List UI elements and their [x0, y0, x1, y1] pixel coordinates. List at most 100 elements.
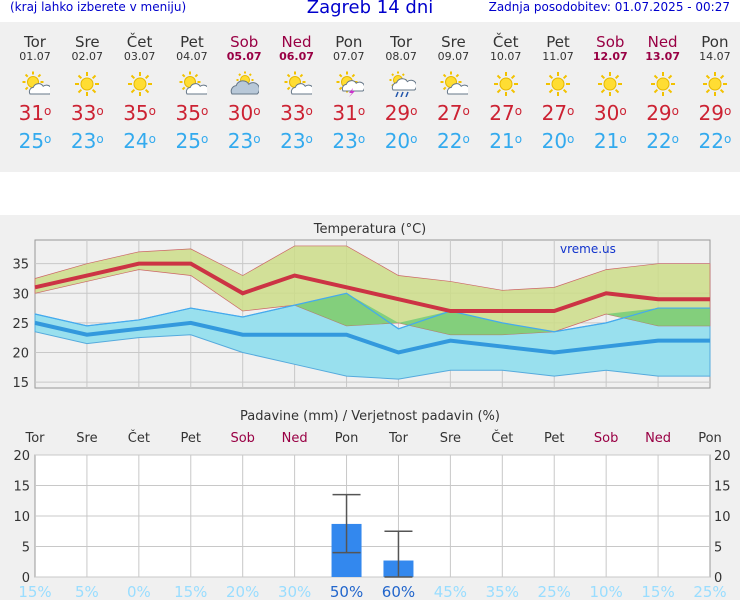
day-column: Sob 05.07 30o 23o	[218, 22, 270, 153]
min-temp: 23o	[323, 129, 375, 153]
min-temp-value: 23	[227, 129, 254, 153]
day-date: 07.07	[333, 50, 365, 63]
day-column: Pet 11.07 27o 20o	[532, 22, 584, 153]
precipitation-probability: 5%	[75, 583, 99, 600]
max-temp-value: 27	[436, 101, 463, 125]
max-temp: 35o	[166, 101, 218, 125]
min-temp-value: 23	[70, 129, 97, 153]
day-date: 01.07	[19, 50, 51, 63]
page-title: Zagreb 14 dni	[306, 0, 434, 18]
day-name: Tor	[24, 33, 46, 51]
day-date: 04.07	[176, 50, 208, 63]
min-temp-value: 22	[646, 129, 672, 153]
precipitation-probability: 15%	[174, 583, 207, 600]
max-temp-value: 27	[489, 101, 515, 125]
min-temp: 22o	[689, 129, 740, 153]
day-name: Čet	[492, 33, 519, 51]
temperature-chart-title: Temperatura (°C)	[313, 222, 426, 237]
daily-forecast-strip: Tor 01.07 31o 25o Sre 02.07 33o 23o Čet 03.07 35o 2…	[0, 22, 740, 172]
day-date: 12.07	[592, 50, 628, 63]
max-temp-value: 30	[227, 101, 254, 125]
degree-sign: o	[410, 132, 418, 146]
degree-sign: o	[723, 104, 732, 118]
degree-sign: o	[96, 104, 104, 118]
precipitation-probability: 25%	[538, 583, 571, 600]
precipitation-probability: 15%	[641, 583, 674, 600]
min-temp-value: 25	[175, 129, 201, 153]
degree-sign: o	[619, 132, 627, 146]
precipitation-probability: 45%	[434, 583, 467, 600]
min-temp-value: 22	[436, 129, 463, 153]
sun-cloud-icon	[440, 71, 469, 95]
temperature-y-tick: 30	[12, 287, 29, 302]
day-column: Čet 03.07 35o 24o	[114, 22, 166, 153]
max-temp: 33o	[271, 101, 323, 125]
day-name: Tor	[390, 33, 413, 51]
degree-sign: o	[148, 104, 156, 118]
last-updated: Zadnja posodobitev: 01.07.2025 - 00:27	[488, 0, 730, 14]
temperature-y-tick: 25	[12, 317, 29, 332]
day-name: Pon	[335, 33, 363, 51]
day-name: Pet	[546, 33, 570, 51]
day-column: Pet 04.07 35o 25o	[166, 22, 218, 153]
sun-cloud-icon	[22, 71, 50, 95]
min-temp: 22o	[637, 129, 689, 153]
precipitation-y-tick-left: 5	[22, 541, 30, 556]
precipitation-probability: 0%	[127, 583, 151, 600]
max-temp-value: 33	[70, 101, 97, 125]
day-column: Sre 09.07 27o 22o	[427, 22, 479, 153]
precipitation-probability: 20%	[226, 583, 259, 600]
rain-icon	[389, 71, 417, 97]
min-temp: 25o	[166, 129, 218, 153]
sun-icon	[127, 72, 152, 96]
day-column: Tor 08.07 29o 20o	[375, 22, 427, 153]
degree-sign: o	[148, 132, 156, 146]
day-name: Pet	[180, 33, 204, 51]
degree-sign: o	[723, 132, 732, 146]
min-temp-line	[34, 320, 710, 355]
thunder-icon	[336, 71, 364, 97]
temperature-y-tick: 20	[12, 346, 29, 361]
min-temp-value: 22	[698, 129, 724, 153]
day-column: Čet 10.07 27o 21o	[480, 22, 532, 153]
max-temp-line	[34, 261, 710, 314]
precipitation-day-label: Sob	[230, 431, 254, 446]
max-temp: 29o	[375, 101, 427, 125]
precipitation-probability: 50%	[330, 583, 363, 600]
cloud-sun-icon	[230, 71, 260, 95]
precipitation-probability: 60%	[382, 583, 415, 600]
min-temp: 23o	[271, 129, 323, 153]
max-temp-value: 33	[280, 101, 306, 125]
precipitation-probability: 35%	[486, 583, 519, 600]
max-temp-value: 29	[646, 101, 672, 125]
min-temp: 21o	[480, 129, 532, 153]
temperature-y-tick: 35	[12, 258, 29, 273]
max-temp-value: 31	[18, 101, 45, 125]
temperature-y-tick: 15	[12, 376, 29, 391]
precipitation-y-tick-right: 5	[714, 541, 722, 556]
max-temp-value: 29	[384, 101, 411, 125]
degree-sign: o	[357, 104, 366, 118]
degree-sign: o	[410, 104, 418, 118]
degree-sign: o	[619, 104, 627, 118]
day-name: Sre	[441, 33, 466, 51]
degree-sign: o	[200, 132, 209, 146]
max-temp: 31o	[9, 101, 61, 125]
max-temp: 30o	[218, 101, 270, 125]
site-watermark: vreme.us	[560, 242, 616, 256]
max-temp-value: 31	[332, 101, 358, 125]
day-column: Tor 01.07 31o 25o	[9, 22, 61, 153]
precipitation-day-label: Sre	[76, 431, 97, 446]
precipitation-chart-title: Padavine (mm) / Verjetnost padavin (%)	[240, 409, 500, 424]
sun-icon	[702, 72, 727, 96]
min-temp-value: 23	[332, 129, 358, 153]
day-date: 13.07	[645, 50, 680, 63]
min-temp: 23o	[61, 129, 113, 153]
precipitation-day-label: Čet	[491, 430, 513, 446]
precipitation-y-tick-left: 10	[13, 510, 30, 525]
precipitation-probability: 30%	[278, 583, 311, 600]
precipitation-day-label: Ned	[282, 431, 308, 446]
degree-sign: o	[253, 132, 261, 146]
min-temp: 25o	[9, 129, 61, 153]
degree-sign: o	[462, 104, 470, 118]
